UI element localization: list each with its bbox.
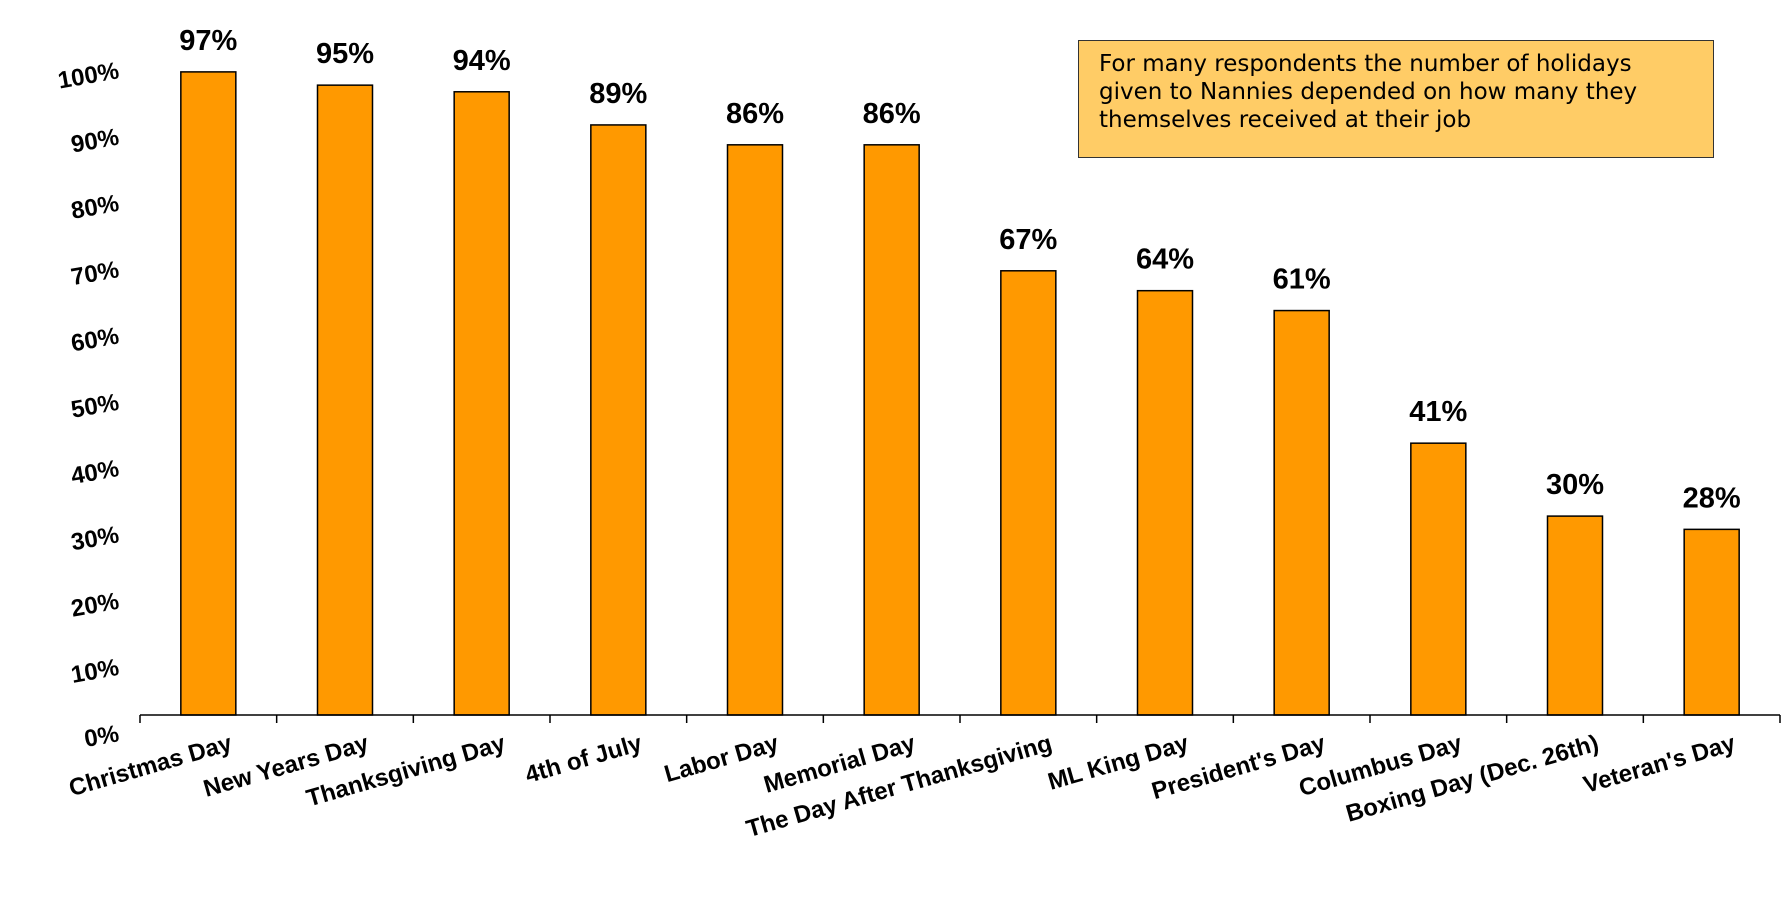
bars xyxy=(180,71,1740,716)
y-tick-label: 100% xyxy=(56,57,121,94)
bar xyxy=(726,144,784,716)
data-label: 89% xyxy=(589,78,647,110)
data-label: 86% xyxy=(726,98,784,130)
bar xyxy=(1000,270,1057,716)
bar xyxy=(1683,528,1740,716)
y-tick-label: 40% xyxy=(69,455,121,490)
data-label: 97% xyxy=(179,25,237,57)
data-label: 30% xyxy=(1546,469,1604,501)
y-tick-label: 30% xyxy=(69,521,121,556)
bar xyxy=(1273,309,1330,716)
bar xyxy=(1410,442,1467,716)
bar xyxy=(590,124,647,716)
data-label: 28% xyxy=(1683,482,1741,514)
y-tick-label: 0% xyxy=(82,720,121,753)
data-label: 94% xyxy=(453,45,511,77)
bar xyxy=(453,91,510,716)
y-tick-label: 20% xyxy=(69,588,121,623)
data-label: 67% xyxy=(999,224,1057,256)
y-tick-label: 70% xyxy=(69,256,121,291)
data-label: 41% xyxy=(1409,396,1467,428)
bar xyxy=(863,144,920,716)
bar xyxy=(1136,289,1194,716)
value-labels: 97% 95% 94% 89% 86% 86% 67% 64% 61% 41% 30% 28% xyxy=(179,25,1741,514)
y-tick-label: 90% xyxy=(69,124,121,159)
data-label: 86% xyxy=(863,98,921,130)
annotation-callout: For many respondents the number of holid… xyxy=(1078,40,1714,158)
y-tick-label: 80% xyxy=(69,190,121,225)
category-label: 4th of July xyxy=(522,730,645,789)
y-tick-label: 50% xyxy=(69,389,121,424)
y-axis-labels: 0% 10% 20% 30% 40% 50% 60% 70% 80% 90% 100% xyxy=(56,57,121,753)
data-label: 64% xyxy=(1136,244,1194,276)
x-axis-ticks xyxy=(139,715,1781,723)
data-label: 61% xyxy=(1273,264,1331,296)
data-label: 95% xyxy=(316,38,374,70)
bar xyxy=(1546,515,1604,716)
category-label: Veteran's Day xyxy=(1580,730,1738,799)
bar xyxy=(316,84,374,716)
bar xyxy=(180,71,237,716)
y-tick-label: 60% xyxy=(69,323,121,358)
y-tick-label: 10% xyxy=(69,654,121,689)
